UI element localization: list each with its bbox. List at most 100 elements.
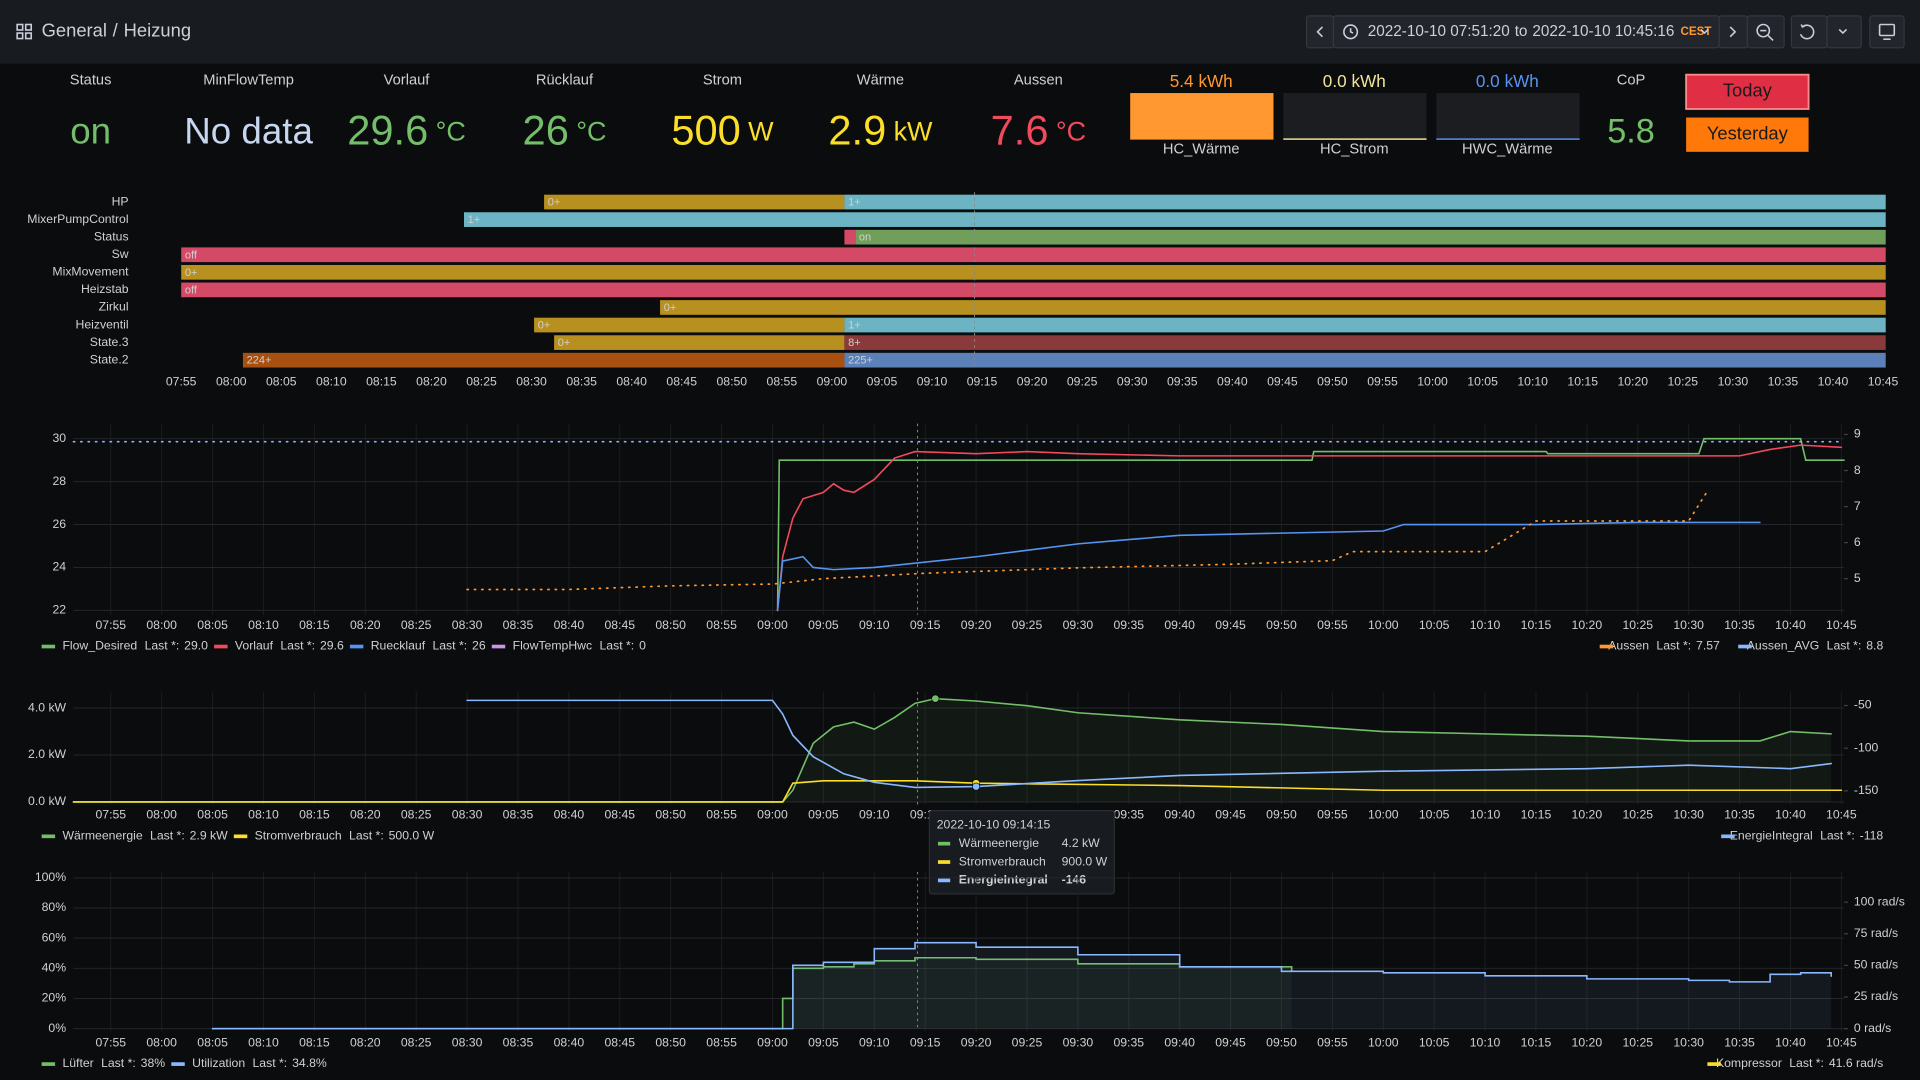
x-tick-label: 08:25 — [401, 618, 432, 632]
y2-tick-label: 25 rad/s — [1854, 989, 1898, 1003]
stat-value: 7.6 °C — [991, 106, 1086, 153]
x-tick-label: 08:35 — [566, 374, 597, 388]
x-tick-label: 10:00 — [1368, 618, 1399, 632]
gauge-track — [1436, 93, 1580, 140]
state-segment — [181, 264, 1886, 280]
x-tick-label: 08:15 — [299, 1035, 330, 1049]
x-tick-label: 07:55 — [95, 808, 126, 822]
y-tick-label: 20% — [42, 991, 67, 1005]
gauge-number: 5.4 — [1170, 71, 1194, 91]
button-label[interactable]: Yesterday — [1707, 123, 1789, 144]
x-tick-label: 09:35 — [1113, 808, 1144, 822]
y2-tick-label: 100 rad/s — [1854, 894, 1905, 908]
state-segment — [534, 317, 845, 333]
legend-item[interactable]: Kompressor Last *: 41.6 rad/s — [1716, 1056, 1883, 1070]
x-tick-label: 09:40 — [1164, 1035, 1195, 1049]
y-tick-label: 40% — [42, 961, 67, 975]
legend-item[interactable]: EnergieIntegral Last *: -118 — [1730, 829, 1884, 843]
x-tick-label: 08:40 — [616, 374, 647, 388]
state-segment — [844, 317, 1886, 333]
stat-title: Vorlauf — [384, 73, 431, 89]
x-tick-label: 08:35 — [503, 618, 534, 632]
legend-item[interactable]: Aussen Last *: 7.57 — [1608, 639, 1720, 653]
series-line — [776, 444, 1843, 612]
x-tick-label: 08:05 — [197, 618, 228, 632]
gauge-unit: kWh — [1198, 71, 1232, 91]
x-tick-label: 07:55 — [95, 1035, 126, 1049]
legend-item[interactable]: Utilization Last *: 34.8% — [192, 1056, 327, 1070]
x-tick-label: 08:45 — [666, 374, 697, 388]
x-tick-label: 10:35 — [1724, 618, 1755, 632]
x-tick-label: 09:50 — [1266, 1035, 1297, 1049]
legend-item[interactable]: Flow_Desired Last *: 29.0 — [62, 639, 208, 653]
legend-last: 26 — [472, 639, 486, 653]
state-segment — [242, 352, 845, 368]
stat-number: 7.6 — [991, 106, 1049, 153]
apps-icon[interactable] — [16, 23, 33, 40]
x-tick-label: 08:10 — [316, 374, 347, 388]
x-tick-label: 09:00 — [757, 618, 788, 632]
x-tick-label: 10:25 — [1668, 374, 1699, 388]
x-tick-label: 09:55 — [1317, 618, 1348, 632]
legend-name: Kompressor — [1716, 1056, 1782, 1070]
breadcrumb-folder[interactable]: General — [42, 20, 107, 41]
x-tick-label: 10:05 — [1419, 808, 1450, 822]
y2-tick-label: 0 rad/s — [1854, 1021, 1891, 1035]
x-tick-label: 08:05 — [197, 808, 228, 822]
row-label: Heizventil — [76, 317, 129, 331]
x-tick-label: 09:05 — [808, 808, 839, 822]
row-label: Status — [94, 229, 129, 243]
y-tick-label: 30 — [53, 431, 67, 445]
x-tick-label: 10:20 — [1572, 1035, 1603, 1049]
legend-item[interactable]: Ruecklauf Last *: 26 — [371, 639, 486, 653]
gauge-track — [1283, 93, 1427, 140]
x-tick-label: 09:55 — [1367, 374, 1398, 388]
y2-tick-label: 5 — [1854, 571, 1861, 585]
x-tick-label: 09:05 — [808, 1035, 839, 1049]
tooltip-name: EnergieIntegral — [959, 873, 1048, 887]
series-line — [466, 487, 1710, 591]
legend-item[interactable]: Lüfter Last *: 38% — [62, 1056, 165, 1070]
legend-item[interactable]: Aussen_AVG Last *: 8.8 — [1747, 639, 1884, 653]
x-tick-label: 10:05 — [1419, 1035, 1450, 1049]
row-label: HP — [112, 194, 129, 208]
x-tick-label: 09:45 — [1215, 1035, 1246, 1049]
legend-name: Aussen_AVG — [1747, 639, 1820, 653]
stat-title: Status — [70, 73, 112, 89]
state-segment — [660, 300, 1886, 315]
legend-stat: Last *: — [1827, 639, 1862, 653]
toolbar[interactable] — [1305, 15, 1905, 49]
x-tick-label: 09:20 — [961, 618, 992, 632]
gauge-number: 0.0 — [1476, 71, 1500, 91]
x-tick-label: 09:20 — [961, 1035, 992, 1049]
legend-item[interactable]: Wärmeenergie Last *: 2.9 kW — [62, 829, 228, 843]
x-tick-label: 08:45 — [604, 618, 635, 632]
button-label[interactable]: Today — [1723, 80, 1773, 101]
state-label: 1+ — [848, 320, 861, 332]
state-label: 0+ — [185, 267, 198, 279]
x-tick-label: 08:55 — [706, 1035, 737, 1049]
x-tick-label: 10:40 — [1775, 808, 1806, 822]
y-tick-label: 80% — [42, 900, 67, 914]
x-tick-label: 09:45 — [1215, 808, 1246, 822]
x-tick-label: 08:40 — [554, 618, 585, 632]
tooltip-time: 2022-10-10 09:14:15 — [937, 818, 1051, 832]
x-tick-label: 09:15 — [967, 374, 998, 388]
legend-item[interactable]: Vorlauf Last *: 29.6 — [235, 639, 344, 653]
gauge-title: HWC_Wärme — [1462, 141, 1553, 157]
legend-item[interactable]: FlowTempHwc Last *: 0 — [513, 639, 646, 653]
state-label: off — [185, 249, 198, 261]
tooltip-value: 4.2 kW — [1062, 836, 1101, 850]
state-label: 0+ — [538, 320, 551, 332]
button[interactable] — [1685, 73, 1810, 110]
legend-stat: Last *: — [101, 1056, 136, 1070]
button[interactable] — [1686, 117, 1809, 152]
legend-item[interactable]: Stromverbrauch Last *: 500.0 W — [255, 829, 435, 843]
x-tick-label: 09:10 — [859, 1035, 890, 1049]
x-tick-label: 08:15 — [366, 374, 397, 388]
legend-last: 7.57 — [1696, 639, 1720, 653]
legend-last: 29.0 — [184, 639, 208, 653]
row-label: MixerPumpControl — [27, 212, 128, 226]
time-range[interactable]: 2022-10-10 07:51:20 to 2022-10-10 10:45:16… — [1368, 23, 1712, 40]
